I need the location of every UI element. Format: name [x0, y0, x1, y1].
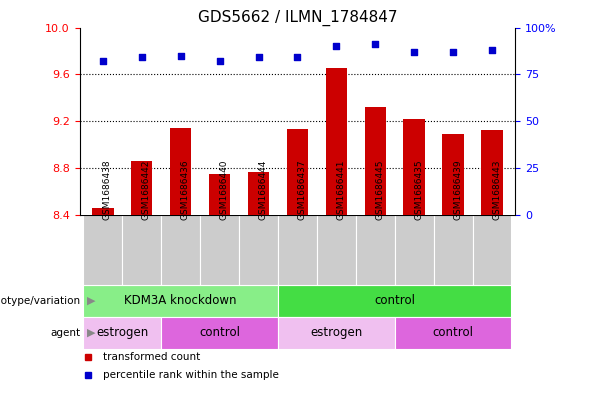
Text: estrogen: estrogen	[310, 327, 362, 340]
Bar	[326, 68, 347, 215]
Text: percentile rank within the sample: percentile rank within the sample	[104, 370, 279, 380]
Bar	[287, 129, 308, 215]
Point	[293, 54, 302, 61]
Point	[487, 47, 497, 53]
Bar	[472, 215, 511, 285]
Bar	[317, 215, 356, 285]
Point	[98, 58, 108, 64]
Bar	[239, 215, 278, 285]
Text: GSM1686443: GSM1686443	[492, 160, 501, 220]
Bar	[365, 107, 386, 215]
Text: control: control	[199, 327, 240, 340]
Text: agent: agent	[50, 328, 80, 338]
Bar	[395, 215, 434, 285]
Bar	[84, 317, 161, 349]
Text: GSM1686440: GSM1686440	[220, 160, 229, 220]
Bar	[131, 161, 153, 215]
Text: KDM3A knockdown: KDM3A knockdown	[124, 294, 237, 307]
Text: GSM1686441: GSM1686441	[336, 160, 345, 220]
Bar	[278, 285, 511, 317]
Point	[215, 58, 224, 64]
Text: GSM1686442: GSM1686442	[142, 160, 151, 220]
Bar	[442, 134, 464, 215]
Point	[137, 54, 147, 61]
Bar	[161, 215, 200, 285]
Bar	[278, 317, 395, 349]
Point	[332, 43, 341, 50]
Point	[176, 52, 186, 59]
Point	[370, 41, 380, 48]
Bar	[123, 215, 161, 285]
Text: ▶: ▶	[80, 296, 96, 306]
Bar	[434, 215, 472, 285]
Text: GSM1686439: GSM1686439	[453, 160, 462, 220]
Bar	[395, 317, 511, 349]
Text: estrogen: estrogen	[96, 327, 148, 340]
Title: GDS5662 / ILMN_1784847: GDS5662 / ILMN_1784847	[198, 10, 397, 26]
Bar	[92, 208, 114, 215]
Text: GSM1686444: GSM1686444	[259, 160, 267, 220]
Text: GSM1686436: GSM1686436	[181, 160, 190, 220]
Point	[448, 49, 458, 55]
Point	[409, 49, 419, 55]
Bar	[356, 215, 395, 285]
Text: control: control	[374, 294, 415, 307]
Bar	[403, 119, 425, 215]
Bar	[84, 285, 278, 317]
Bar	[161, 317, 278, 349]
Bar	[209, 174, 230, 215]
Text: GSM1686438: GSM1686438	[103, 160, 112, 220]
Point	[254, 54, 263, 61]
Bar	[248, 173, 269, 215]
Bar	[278, 215, 317, 285]
Text: control: control	[432, 327, 474, 340]
Text: GSM1686437: GSM1686437	[297, 160, 306, 220]
Bar	[200, 215, 239, 285]
Text: genotype/variation: genotype/variation	[0, 296, 80, 306]
Bar	[170, 128, 191, 215]
Bar	[84, 215, 123, 285]
Text: GSM1686445: GSM1686445	[375, 160, 384, 220]
Bar	[481, 130, 503, 215]
Text: GSM1686435: GSM1686435	[414, 160, 423, 220]
Text: ▶: ▶	[80, 328, 96, 338]
Text: transformed count: transformed count	[104, 352, 201, 362]
